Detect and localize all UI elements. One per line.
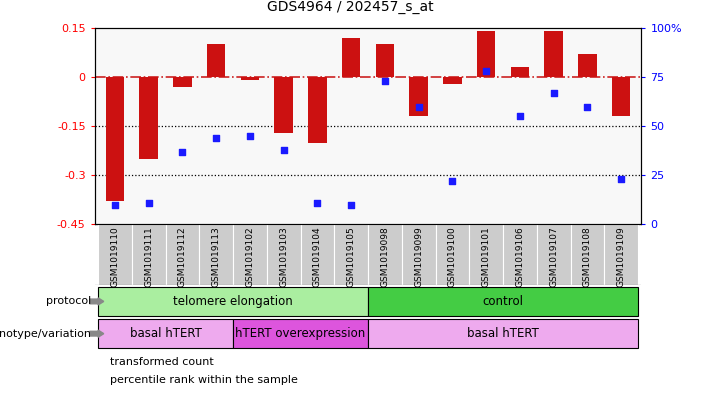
Bar [578, 54, 597, 77]
Bar [173, 77, 191, 87]
Point [548, 90, 559, 96]
Bar [233, 224, 267, 285]
Text: GSM1019099: GSM1019099 [414, 226, 423, 287]
Text: GSM1019101: GSM1019101 [482, 226, 491, 287]
Bar [402, 224, 435, 285]
Bar [503, 224, 537, 285]
Text: GSM1019109: GSM1019109 [617, 226, 626, 287]
Point [244, 133, 255, 139]
Text: GSM1019110: GSM1019110 [110, 226, 119, 287]
Bar [477, 31, 496, 77]
Point [481, 68, 492, 74]
Point [447, 178, 458, 184]
Bar [368, 224, 402, 285]
Point [515, 113, 526, 119]
Bar [469, 224, 503, 285]
Text: GSM1019106: GSM1019106 [515, 226, 524, 287]
Bar [342, 38, 360, 77]
Bar [207, 44, 226, 77]
Text: genotype/variation: genotype/variation [0, 329, 91, 339]
Bar [199, 224, 233, 285]
Text: GDS4964 / 202457_s_at: GDS4964 / 202457_s_at [267, 0, 434, 14]
Point [346, 202, 357, 208]
Text: GSM1019111: GSM1019111 [144, 226, 153, 287]
Text: percentile rank within the sample: percentile rank within the sample [111, 375, 299, 385]
Point [210, 135, 222, 141]
Bar [368, 319, 638, 348]
Bar [537, 224, 571, 285]
Point [143, 200, 154, 206]
Text: control: control [482, 295, 524, 308]
Point [615, 176, 627, 182]
Point [582, 103, 593, 110]
Bar [571, 224, 604, 285]
Bar [139, 77, 158, 159]
Bar [435, 224, 469, 285]
Text: basal hTERT: basal hTERT [467, 327, 539, 340]
Text: basal hTERT: basal hTERT [130, 327, 201, 340]
Text: GSM1019100: GSM1019100 [448, 226, 457, 287]
Bar [510, 67, 529, 77]
Bar [308, 77, 327, 143]
Bar [409, 77, 428, 116]
Bar [98, 224, 132, 285]
Point [413, 103, 424, 110]
Text: GSM1019113: GSM1019113 [212, 226, 221, 287]
Bar [545, 31, 563, 77]
Text: GSM1019105: GSM1019105 [347, 226, 355, 287]
Bar [233, 319, 368, 348]
Text: GSM1019104: GSM1019104 [313, 226, 322, 287]
Bar [368, 287, 638, 316]
Bar [443, 77, 462, 84]
Bar [376, 44, 394, 77]
Bar [98, 287, 368, 316]
Point [379, 78, 390, 84]
Point [278, 147, 290, 153]
Text: GSM1019107: GSM1019107 [549, 226, 558, 287]
Bar [100, 382, 105, 383]
Text: telomere elongation: telomere elongation [173, 295, 293, 308]
Bar [240, 77, 259, 80]
Bar [98, 319, 233, 348]
Bar [165, 224, 199, 285]
Bar [334, 224, 368, 285]
Text: hTERT overexpression: hTERT overexpression [236, 327, 366, 340]
Bar [106, 77, 124, 202]
Text: transformed count: transformed count [111, 357, 215, 367]
Text: GSM1019103: GSM1019103 [279, 226, 288, 287]
Bar [604, 224, 638, 285]
Text: protocol: protocol [46, 296, 91, 307]
Point [312, 200, 323, 206]
Bar [274, 77, 293, 133]
Point [109, 202, 121, 208]
Text: GSM1019102: GSM1019102 [245, 226, 254, 287]
Bar [301, 224, 334, 285]
Text: GSM1019098: GSM1019098 [381, 226, 389, 287]
Bar [612, 77, 630, 116]
Bar [267, 224, 301, 285]
Bar [132, 224, 165, 285]
Text: GSM1019112: GSM1019112 [178, 226, 187, 287]
Text: GSM1019108: GSM1019108 [583, 226, 592, 287]
Point [177, 149, 188, 155]
